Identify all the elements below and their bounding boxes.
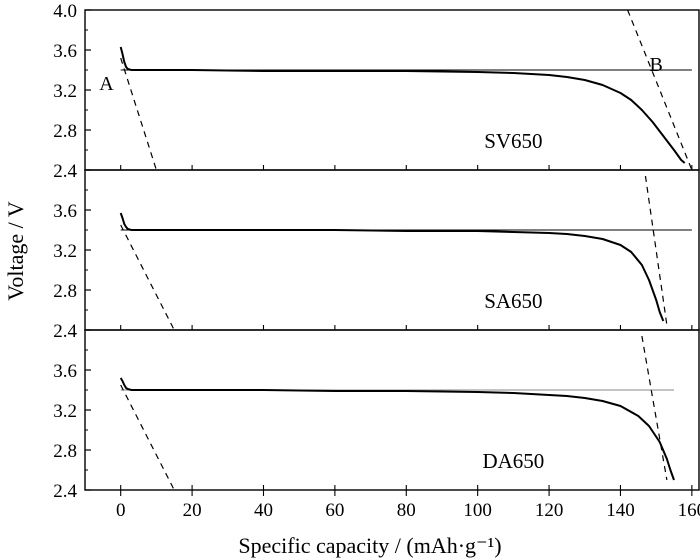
y-tick-label: 3.6	[53, 201, 77, 222]
y-tick-label: 3.2	[53, 401, 77, 422]
tangent-line-end	[644, 175, 668, 326]
panel-plot-area	[119, 335, 675, 490]
panel-label: SV650	[484, 129, 542, 153]
x-tick-label: 80	[397, 500, 416, 521]
tangent-line-start	[120, 384, 175, 490]
discharge-curve	[119, 46, 686, 164]
point-label: A	[99, 73, 114, 95]
x-tick-label: 140	[606, 500, 635, 521]
x-tick-label: 120	[535, 500, 564, 521]
panel-label: SA650	[484, 289, 542, 313]
y-tick-label: 4.0	[53, 1, 77, 22]
y-tick-label: 3.6	[53, 41, 77, 62]
y-tick-label: 2.8	[53, 281, 77, 302]
x-tick-label: 60	[325, 500, 344, 521]
discharge-curve	[119, 212, 665, 322]
x-axis-title: Specific capacity / (mAh·g⁻¹)	[238, 533, 501, 558]
discharge-curve	[119, 377, 675, 481]
y-tick-label: 2.8	[53, 441, 77, 462]
panel-frame	[84, 329, 700, 491]
x-tick-label: 0	[116, 500, 126, 521]
tangent-line-start	[120, 224, 175, 330]
panels: 2.42.83.23.64.0SV650AB2.42.83.23.6SA6502…	[53, 1, 700, 502]
y-axis-title: Voltage / V	[3, 201, 28, 301]
x-tick-label: 100	[463, 500, 492, 521]
point-label: B	[649, 54, 662, 76]
y-tick-label: 2.8	[53, 121, 77, 142]
panel-sv650: 2.4 2.8 3.2 3.6 4.0 SV650 A B	[53, 1, 700, 182]
tangent-line-end	[641, 335, 668, 481]
tangent-line-end	[627, 10, 693, 170]
y-tick-label: 2.4	[53, 321, 77, 342]
panel-frame	[84, 169, 700, 331]
panel-da650: 2.4 2.8 3.2 3.6 DA650	[53, 329, 700, 502]
y-tick-label: 2.4	[53, 481, 77, 502]
y-tick-label: 3.6	[53, 361, 77, 382]
panel-plot-area	[119, 10, 693, 170]
panel-frame	[84, 9, 700, 171]
x-tick-label: 40	[254, 500, 273, 521]
panel-label: DA650	[482, 449, 544, 473]
tangent-line-start	[120, 57, 157, 170]
x-tick-label: 160	[678, 500, 700, 521]
y-tick-label: 2.4	[53, 161, 77, 182]
x-tick-label: 20	[183, 500, 202, 521]
y-tick-label: 3.2	[53, 241, 77, 262]
x-axis: 0 20 40 60 80 100 120 140 160	[116, 490, 700, 521]
panel-plot-area	[119, 175, 692, 330]
panel-sa650: 2.4 2.8 3.2 3.6 SA650	[53, 169, 700, 342]
y-tick-label: 3.2	[53, 81, 77, 102]
